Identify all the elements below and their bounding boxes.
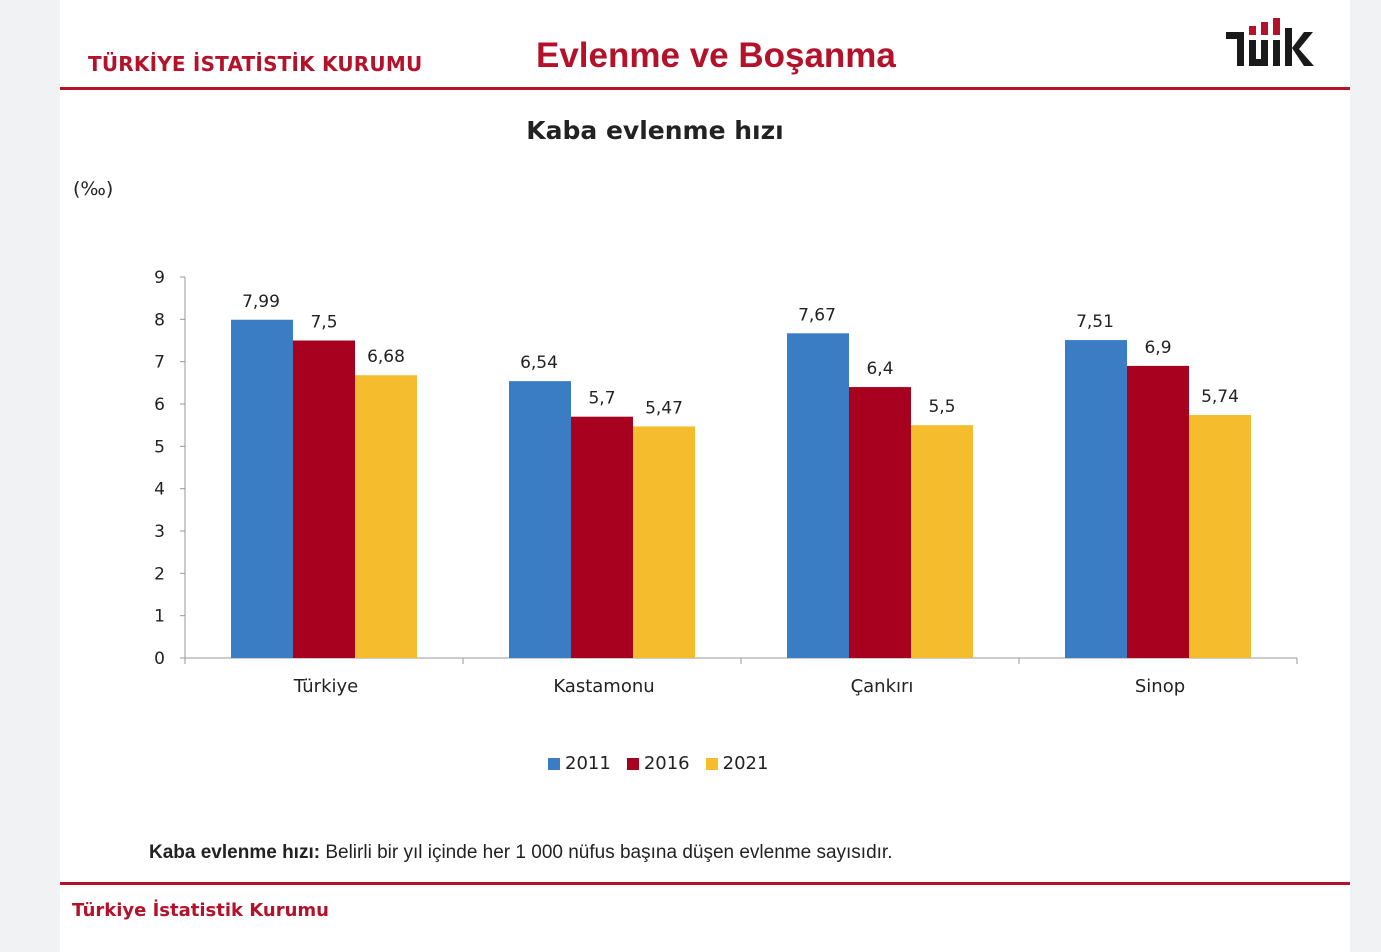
chart-legend: 2011 2016 2021 — [548, 753, 768, 774]
bar-value-label: 7,5 — [310, 313, 337, 333]
bar-2021 — [911, 425, 973, 658]
definition-note: Kaba evlenme hızı: Belirli bir yıl içind… — [149, 842, 892, 864]
legend-swatch — [548, 757, 560, 770]
bar-2021 — [633, 426, 695, 658]
x-category-label: Türkiye — [293, 676, 359, 697]
legend-swatch — [705, 757, 718, 770]
legend-label: 2016 — [643, 753, 690, 774]
chart-title: Kaba evlenme hızı — [526, 116, 784, 145]
bar-value-label: 5,5 — [928, 397, 955, 417]
y-tick-label: 0 — [154, 649, 165, 669]
bar-value-label: 6,4 — [866, 359, 893, 379]
tuik-logo-icon — [1226, 18, 1314, 66]
legend-item-2016: 2016 — [626, 753, 690, 774]
definition-term: Kaba evlenme hızı: — [149, 842, 321, 863]
y-tick-label: 7 — [154, 353, 165, 373]
bar-value-label: 6,9 — [1144, 338, 1171, 358]
bar-2011 — [787, 333, 849, 658]
x-category-label: Kastamonu — [553, 676, 654, 697]
y-tick-label: 2 — [154, 564, 165, 584]
bar-2016 — [849, 387, 911, 658]
x-category-label: Sinop — [1135, 676, 1185, 697]
y-tick-label: 1 — [154, 607, 165, 627]
bar-2016 — [571, 416, 633, 658]
bar-value-label: 5,47 — [645, 398, 683, 418]
bar-value-label: 5,74 — [1201, 387, 1239, 407]
legend-swatch — [626, 757, 639, 770]
org-name: TÜRKİYE İSTATİSTİK KURUMU — [88, 52, 423, 76]
y-tick-label: 3 — [154, 522, 165, 542]
bar-2011 — [231, 319, 293, 658]
bar-2021 — [355, 375, 417, 658]
y-tick-label: 9 — [154, 268, 165, 288]
y-axis-unit-label: (‰) — [73, 178, 114, 200]
legend-item-2021: 2021 — [705, 753, 769, 774]
legend-item-2011: 2011 — [548, 753, 611, 774]
bar-2011 — [1065, 340, 1127, 658]
legend-label: 2011 — [565, 753, 611, 774]
page-title: Evlenme ve Boşanma — [536, 36, 896, 75]
bar-value-label: 7,99 — [242, 292, 280, 312]
bar-value-label: 6,54 — [520, 353, 558, 373]
bar-value-label: 7,51 — [1076, 312, 1114, 332]
definition-text: Belirli bir yıl içinde her 1 000 nüfus b… — [320, 842, 893, 863]
header-divider — [60, 87, 1350, 90]
y-tick-label: 6 — [154, 395, 165, 415]
bar-2011 — [509, 381, 571, 658]
legend-label: 2021 — [722, 753, 769, 774]
y-tick-label: 8 — [154, 310, 165, 330]
x-category-label: Çankırı — [851, 676, 914, 697]
bar-2021 — [1189, 415, 1251, 658]
bar-value-label: 5,7 — [588, 389, 615, 409]
y-tick-label: 4 — [154, 480, 165, 500]
footer-org-name: Türkiye İstatistik Kurumu — [72, 900, 329, 921]
bar-value-label: 7,67 — [798, 305, 836, 325]
bar-2016 — [1127, 365, 1189, 658]
y-tick-label: 5 — [154, 437, 165, 457]
footer-divider — [60, 882, 1350, 885]
bar-value-label: 6,68 — [367, 347, 405, 367]
bar-2016 — [293, 340, 355, 658]
